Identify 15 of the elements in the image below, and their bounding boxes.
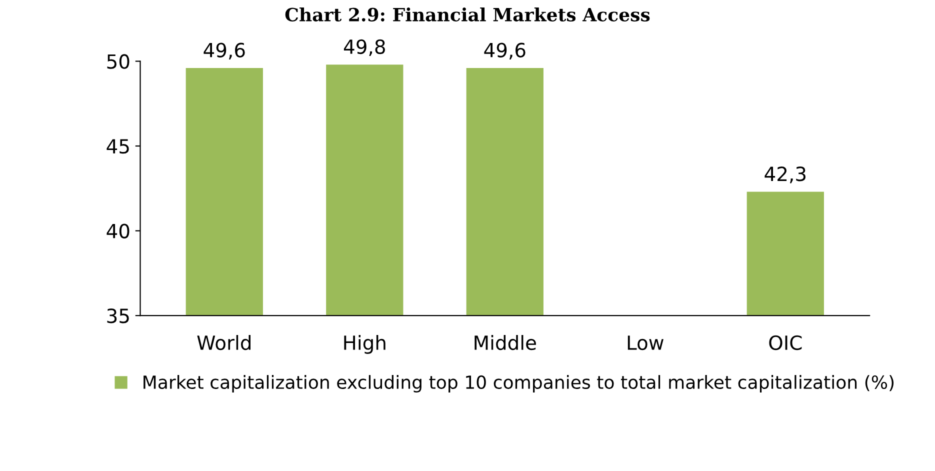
data-label: 49,6 [204,42,245,60]
x-tick-label: Low [628,336,664,350]
data-label: 42,3 [764,166,806,184]
x-tick-label: High [344,335,386,354]
x-tick-label: World [197,335,250,350]
legend-label: Market capitalization excluding top 10 companies to total market capitalization (%) [144,375,894,393]
y-tick-label: 45 [106,139,129,154]
y-tick-label: 50 [107,54,130,69]
x-tick-label: OIC [769,335,802,350]
data-label: 49,8 [344,39,385,56]
y-tick-label: 35 [107,308,129,324]
y-tick-label: 40 [106,224,130,238]
chart-title: Chart 2.9: Financial Markets Access [285,7,650,22]
data-label: 49,6 [484,42,526,60]
x-tick-label: Middle [474,335,536,350]
